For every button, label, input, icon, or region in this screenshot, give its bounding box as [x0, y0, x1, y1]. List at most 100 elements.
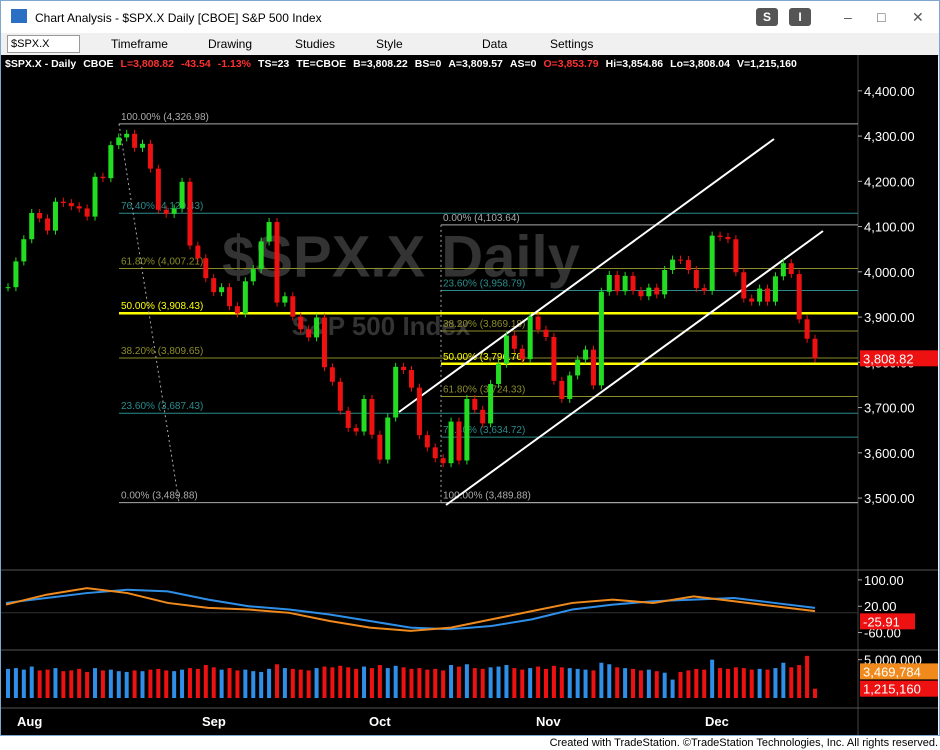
volume-bar	[607, 664, 612, 698]
volume-bar	[559, 667, 564, 698]
candle	[353, 427, 359, 432]
y-tick-label: 4,300.00	[864, 129, 915, 144]
candle	[733, 239, 739, 273]
drawing-menu[interactable]: Drawing	[208, 37, 253, 51]
symbol-box[interactable]: $SPX.X	[7, 35, 80, 53]
volume-bar	[409, 668, 414, 698]
candle	[519, 348, 525, 360]
y-tick-label: 4,400.00	[864, 84, 915, 99]
volume-bar	[464, 664, 469, 698]
trend-channel	[398, 138, 775, 413]
footer: Created with TradeStation. ©TradeStation…	[549, 737, 938, 749]
y-tick-label: 3,500.00	[864, 491, 915, 506]
style-menu[interactable]: Style	[376, 37, 403, 51]
i-button[interactable]: I	[789, 8, 811, 26]
candle	[329, 367, 335, 382]
fib-label: 100.00% (3,489.88)	[443, 491, 531, 502]
status-field: -1.13%	[218, 58, 252, 70]
candle	[401, 366, 407, 370]
fib-label: 61.80% (4,007.21)	[121, 257, 203, 268]
value-tag-label: -25.91	[863, 614, 900, 629]
volume-bar	[53, 668, 58, 698]
studies-menu[interactable]: Studies	[295, 37, 336, 51]
volume-bar	[13, 668, 18, 698]
y-tick-label: 4,000.00	[864, 265, 915, 280]
value-tag-label: 3,808.82	[863, 351, 914, 366]
volume-bar	[37, 670, 42, 698]
fib-label: 38.20% (3,869.18)	[443, 319, 525, 330]
candle	[227, 287, 233, 307]
candle	[13, 261, 19, 288]
candle	[76, 206, 82, 209]
toolbar: $SPX.X Timeframe Drawing Studies Style D…	[1, 33, 939, 56]
minimize[interactable]: –	[844, 9, 852, 25]
candle	[219, 287, 225, 293]
candle	[290, 296, 296, 317]
candle	[5, 287, 11, 289]
volume-bar	[243, 669, 248, 698]
status-field: V=1,215,160	[737, 58, 797, 70]
volume-bar	[528, 668, 533, 698]
x-tick-label: Nov	[536, 714, 561, 729]
status-field: L=3,808.82	[121, 58, 175, 70]
candle	[432, 447, 438, 459]
timeframe-menu[interactable]: Timeframe	[111, 37, 168, 51]
candle	[234, 306, 240, 314]
watermark-title: $SPX.X Daily	[222, 224, 580, 289]
candle	[535, 316, 541, 330]
volume-bar	[646, 669, 651, 698]
candle	[84, 208, 90, 217]
trend-channel	[445, 230, 824, 506]
volume-bar	[670, 679, 675, 698]
settings-menu[interactable]: Settings	[550, 37, 594, 51]
candle	[717, 235, 723, 237]
volume-bar	[710, 659, 715, 698]
fib-label: 23.60% (3,958.79)	[443, 278, 525, 289]
volume-bar	[29, 666, 34, 698]
candle	[211, 278, 217, 293]
volume-bar	[322, 666, 327, 698]
volume-bar	[702, 669, 707, 698]
candle	[614, 274, 620, 292]
candle	[282, 296, 288, 303]
volume-bar	[362, 666, 367, 698]
candle	[757, 288, 763, 302]
candle	[527, 316, 533, 360]
volume-bar	[377, 665, 382, 698]
fib-label: 38.20% (3,809.65)	[121, 346, 203, 357]
volume-bar	[393, 665, 398, 698]
fib-label: 100.00% (4,326.98)	[121, 112, 209, 123]
volume-bar	[354, 668, 359, 698]
s-button[interactable]: S	[756, 8, 778, 26]
volume-bar	[662, 672, 667, 698]
volume-bar	[290, 668, 295, 698]
candle	[496, 363, 502, 385]
volume-bar	[369, 668, 374, 698]
volume-bar	[164, 670, 169, 698]
candle	[314, 317, 320, 338]
close[interactable]: ✕	[912, 9, 924, 25]
volume-bar	[536, 666, 541, 698]
status-field: CBOE	[83, 58, 113, 70]
volume-bar	[623, 668, 628, 698]
y-tick-label: 20.00	[864, 599, 897, 614]
data-menu[interactable]: Data	[482, 37, 508, 51]
volume-bar	[235, 670, 240, 698]
candle	[203, 258, 209, 279]
value-tag-label: 1,215,160	[863, 682, 921, 697]
volume-bar	[757, 668, 762, 698]
candle	[622, 275, 628, 292]
x-tick-label: Oct	[369, 714, 391, 729]
y-tick-label: 4,200.00	[864, 174, 915, 189]
maximize[interactable]: □	[877, 9, 886, 25]
candle	[511, 335, 517, 349]
candle	[108, 145, 114, 179]
volume-bar	[6, 668, 10, 698]
candle	[583, 349, 589, 360]
candle	[440, 458, 446, 464]
volume-bar	[148, 669, 153, 698]
fib-label: 0.00% (4,103.64)	[443, 213, 520, 224]
status-field: $SPX.X - Daily	[5, 58, 76, 70]
candle	[140, 143, 145, 148]
candle	[741, 272, 747, 299]
